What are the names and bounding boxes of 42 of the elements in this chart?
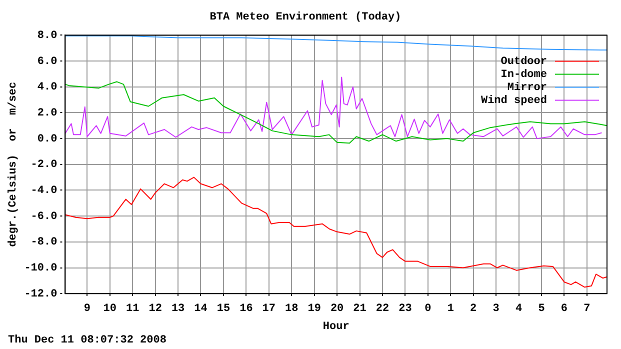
- x-tick-label: 17: [262, 302, 276, 315]
- x-tick-label: 7: [584, 302, 590, 315]
- x-tick-label: 6: [560, 302, 568, 315]
- x-tick-label: 9: [84, 302, 90, 315]
- x-tick-label: 2: [470, 302, 477, 315]
- y-tick-label: 4.0: [37, 82, 58, 94]
- y-tick-label: -6.0: [30, 210, 58, 223]
- legend-label: Wind speed: [480, 94, 547, 107]
- x-tick-label: 1: [447, 302, 454, 315]
- y-tick-label: 8.0: [37, 30, 58, 42]
- x-tick-label: 23: [398, 302, 412, 315]
- x-tick-label: 10: [103, 302, 116, 315]
- x-tick-label: 21: [353, 302, 367, 315]
- x-tick-label: 13: [171, 302, 186, 315]
- y-tick-label: -12.0: [24, 288, 58, 300]
- y-tick-label: -2.0: [30, 159, 58, 172]
- legend-label: Mirror: [507, 82, 547, 94]
- chart-title: BTA Meteo Environment (Today): [210, 11, 402, 24]
- x-tick-label: 19: [308, 302, 321, 315]
- legend-label: In-dome: [500, 68, 548, 81]
- x-tick-label: 4: [515, 302, 522, 315]
- y-tick-label: 6.0: [37, 56, 58, 68]
- x-tick-label: 16: [240, 302, 253, 315]
- x-tick-label: 0: [424, 302, 432, 315]
- x-tick-label: 22: [376, 302, 390, 315]
- x-tick-label: 5: [538, 302, 546, 315]
- x-tick-label: 3: [492, 302, 500, 315]
- y-axis-title: degr.(Celsius) or m/sec: [7, 82, 20, 247]
- y-tick-label: -10.0: [24, 262, 58, 275]
- y-tick-label: -8.0: [30, 236, 58, 249]
- x-axis-title: Hour: [322, 321, 350, 334]
- x-tick-label: 15: [216, 302, 230, 315]
- y-tick-label: 0.0: [37, 133, 58, 146]
- x-tick-label: 11: [126, 302, 140, 315]
- text: Thu Dec 11 08:07:32 2008: [8, 334, 167, 346]
- x-tick-label: 12: [148, 302, 162, 315]
- x-tick-label: 20: [330, 302, 344, 315]
- y-tick-label: 2.0: [37, 107, 58, 120]
- x-tick-label: 18: [285, 302, 299, 315]
- y-tick-label: -4.0: [30, 185, 58, 198]
- x-tick-label: 14: [194, 302, 208, 315]
- legend-label: Outdoor: [500, 56, 547, 68]
